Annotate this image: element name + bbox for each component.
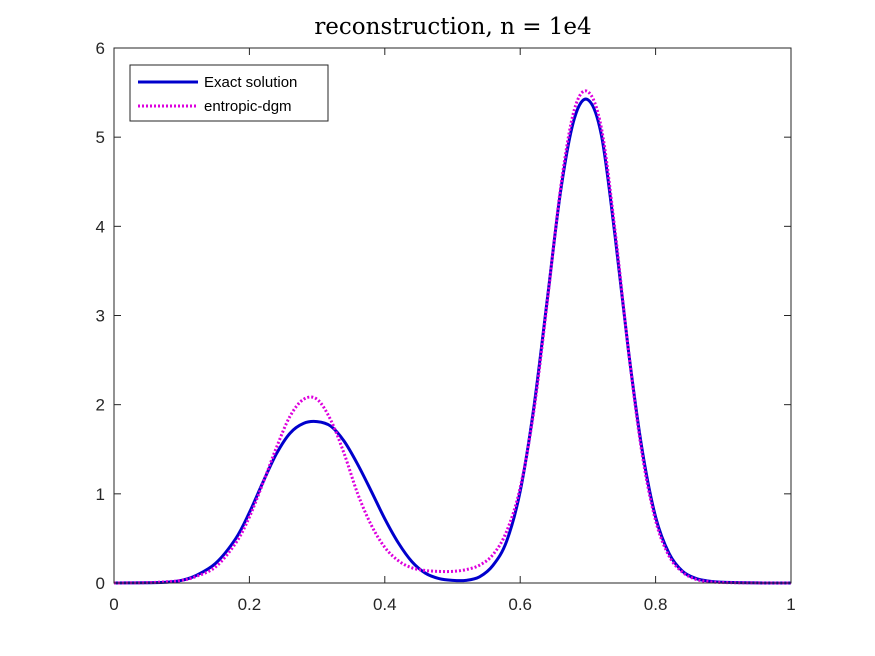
y-tick-label: 6 [96, 39, 105, 58]
ticks-layer: 0 0.2 0.4 0.6 0.8 1 0 1 2 3 4 5 6 [96, 39, 796, 614]
x-tick-label: 0 [109, 595, 118, 614]
legend-box [129, 64, 329, 122]
y-tick-label: 2 [96, 396, 105, 415]
chart-title: reconstruction, n = 1e4 [314, 14, 591, 40]
legend: Exact solution entropic-dgm [129, 64, 329, 122]
x-tick-label: 0.2 [238, 595, 262, 614]
series-line-entropic-dgm [113, 89, 792, 585]
y-tick-label: 5 [96, 128, 105, 147]
legend-label-exact-solution: Exact solution [204, 74, 297, 91]
y-tick-label: 4 [96, 217, 105, 236]
plot-area [114, 48, 791, 583]
y-tick-label: 1 [96, 485, 105, 504]
series-layer [113, 89, 792, 585]
y-tick-label: 0 [96, 574, 105, 593]
legend-label-entropic-dgm: entropic-dgm [204, 98, 292, 115]
x-tick-label: 1 [786, 595, 795, 614]
y-tick-label: 3 [96, 307, 105, 326]
x-tick-label: 0.6 [508, 595, 532, 614]
x-tick-label: 0.8 [644, 595, 668, 614]
x-tick-label: 0.4 [373, 595, 397, 614]
